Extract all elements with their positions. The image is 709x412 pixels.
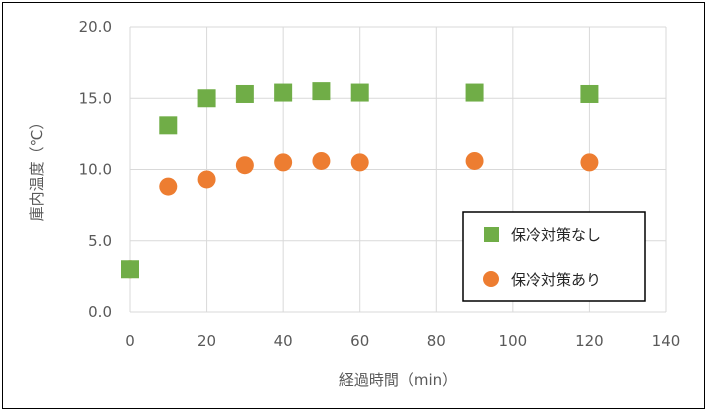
point-with-insulation <box>274 153 293 172</box>
point-with-insulation <box>235 156 254 175</box>
point-with-insulation <box>465 151 484 170</box>
point-no-insulation <box>274 83 293 102</box>
y-tick-label: 0.0 <box>88 303 112 321</box>
y-tick-label: 15.0 <box>79 89 112 107</box>
y-tick-labels: 0.0 5.0 10.0 15.0 20.0 <box>79 18 112 321</box>
x-tick-label: 100 <box>499 332 528 350</box>
point-no-insulation <box>350 83 369 102</box>
legend-marker-no-insulation <box>484 227 499 242</box>
x-tick-label: 80 <box>427 332 446 350</box>
point-with-insulation <box>350 153 369 172</box>
y-tick-label: 5.0 <box>88 232 112 250</box>
x-tick-label: 20 <box>197 332 216 350</box>
y-axis-title: 庫内温度（℃） <box>28 115 46 222</box>
point-no-insulation <box>465 83 484 102</box>
legend-marker-with-insulation <box>483 271 499 287</box>
legend-label-no-insulation: 保冷対策なし <box>511 226 601 244</box>
x-tick-label: 0 <box>125 332 135 350</box>
chart-frame <box>2 2 705 409</box>
x-tick-label: 40 <box>274 332 293 350</box>
x-tick-label: 140 <box>652 332 681 350</box>
x-tick-label: 120 <box>575 332 604 350</box>
x-tick-label: 60 <box>350 332 369 350</box>
y-tick-label: 20.0 <box>79 18 112 36</box>
y-tick-label: 10.0 <box>79 161 112 179</box>
point-no-insulation <box>159 116 178 135</box>
point-with-insulation <box>312 151 331 170</box>
point-no-insulation <box>312 82 331 101</box>
x-axis-title: 経過時間（min） <box>339 371 457 389</box>
legend: 保冷対策なし 保冷対策あり <box>462 211 646 302</box>
point-no-insulation <box>580 84 599 103</box>
point-with-insulation <box>197 170 216 189</box>
x-tick-labels: 0 20 40 60 80 100 120 140 <box>125 332 680 350</box>
point-with-insulation <box>580 153 599 172</box>
point-no-insulation <box>121 260 139 279</box>
point-no-insulation <box>235 84 254 103</box>
point-no-insulation <box>197 89 216 108</box>
legend-label-with-insulation: 保冷対策あり <box>511 271 601 289</box>
data-points <box>121 82 599 279</box>
point-with-insulation <box>159 177 178 196</box>
